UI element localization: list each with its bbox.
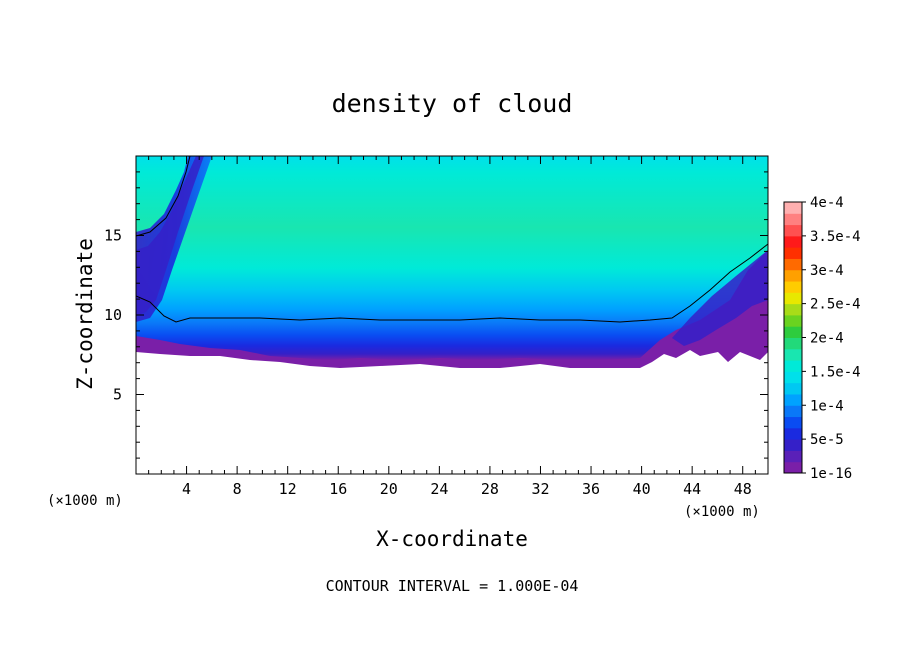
colorbar-segment: [784, 360, 802, 372]
left-plume-contour: [136, 156, 191, 237]
x-tick-label: 40: [633, 480, 651, 498]
colorbar-segment: [784, 326, 802, 338]
colorbar-label: 2e-4: [810, 331, 844, 347]
colorbar-segment: [784, 247, 802, 259]
x-tick-label: 28: [481, 480, 499, 498]
x-tick-label: 36: [582, 480, 600, 498]
left-plume-core: [136, 156, 204, 316]
colorbar-segment: [784, 258, 802, 271]
x-tick-label: 4: [182, 480, 191, 498]
right-edge-band: [672, 250, 768, 346]
colorbar-segment: [784, 314, 802, 327]
x-axis-ticks: 4 8 12 16 20 24 28 32 36 40 44 48: [148, 156, 756, 498]
colorbar-segment: [784, 382, 802, 395]
x-unit-left: (×1000 m): [47, 493, 123, 509]
colorbar-label: 1e-16: [810, 466, 852, 482]
x-tick-label: 48: [734, 480, 752, 498]
y-tick-label: 10: [104, 306, 122, 324]
y-axis-ticks: 5 10 15: [104, 171, 768, 459]
colorbar-segment: [784, 393, 802, 406]
x-tick-label: 20: [380, 480, 398, 498]
colorbar-segment: [784, 303, 802, 316]
chart-title: density of cloud: [332, 89, 573, 118]
y-tick-label: 15: [104, 227, 122, 245]
y-tick-label: 5: [113, 386, 122, 404]
colorbar-segment: [784, 427, 802, 440]
cloud-base-contour: [136, 243, 768, 323]
colorbar-label: 1.5e-4: [810, 364, 861, 380]
x-unit-right: (×1000 m): [684, 504, 760, 520]
colorbar-label: 3e-4: [810, 263, 844, 279]
colorbar-segment: [784, 213, 802, 226]
colorbar-segment: [784, 281, 802, 293]
x-tick-label: 44: [683, 480, 701, 498]
colorbar-segment: [784, 235, 802, 248]
colorbar: 1e-16 5e-5 1e-4 1.5e-4 2e-4 2.5e-4 3e-4 3.5e-4 4…: [783, 195, 861, 482]
colorbar-segment: [784, 371, 802, 384]
colorbar-segment: [784, 202, 802, 214]
colorbar-segment: [784, 292, 802, 305]
x-tick-label: 12: [279, 480, 297, 498]
colorbar-label: 2.5e-4: [810, 297, 861, 313]
colorbar-segment: [784, 337, 802, 350]
x-axis-label: X-coordinate: [376, 527, 528, 551]
colorbar-label: 5e-5: [810, 432, 844, 448]
contour-interval-note: CONTOUR INTERVAL = 1.000E-04: [326, 577, 579, 595]
cloud-body: [136, 156, 768, 360]
colorbar-segment: [784, 416, 802, 429]
x-tick-label: 32: [531, 480, 549, 498]
colorbar-segment: [784, 450, 802, 463]
x-tick-label: 8: [233, 480, 242, 498]
colorbar-label: 4e-4: [810, 195, 844, 211]
density-field: [136, 156, 768, 368]
colorbar-segment: [784, 224, 802, 237]
colorbar-segment: [784, 269, 802, 282]
colorbar-label: 1e-4: [810, 398, 844, 414]
colorbar-segment: [784, 405, 802, 418]
x-tick-label: 16: [329, 480, 347, 498]
x-tick-label: 24: [430, 480, 448, 498]
y-axis-label: Z-coordinate: [73, 238, 97, 390]
colorbar-label: 3.5e-4: [810, 229, 861, 245]
colorbar-segment: [784, 348, 802, 361]
colorbar-segment: [784, 461, 802, 474]
colorbar-segment: [784, 439, 802, 451]
